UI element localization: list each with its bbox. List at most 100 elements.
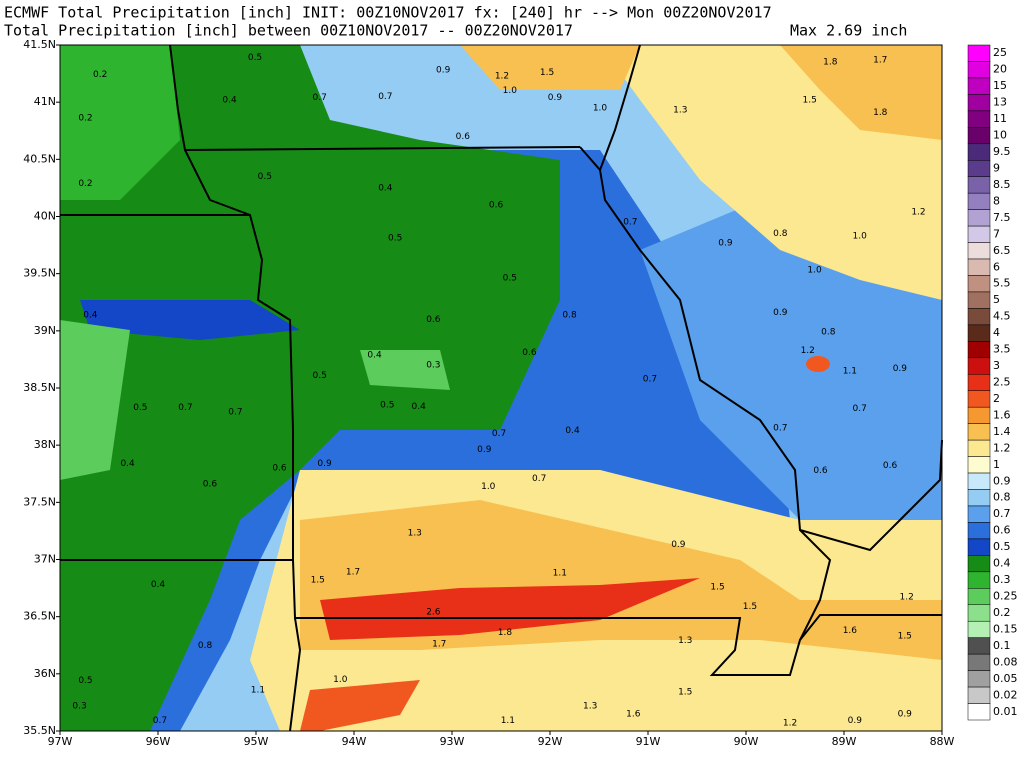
lat-tick-label: 41N [34, 95, 56, 108]
precip-value: 1.7 [873, 55, 887, 65]
precip-value: 1.5 [710, 582, 724, 592]
precip-value: 1.1 [553, 569, 567, 579]
legend-label: 7 [993, 227, 1000, 240]
legend-swatch [967, 324, 991, 342]
precip-value: 1.1 [501, 716, 515, 726]
legend-label: 1.4 [993, 425, 1011, 438]
precip-value: 0.2 [93, 70, 107, 80]
legend-label: 0.3 [993, 573, 1011, 586]
legend-label: 0.05 [993, 672, 1018, 685]
legend-swatch [967, 209, 991, 227]
precip-value: 1.1 [843, 366, 857, 376]
precip-value: 0.6 [272, 464, 287, 474]
legend-label: 0.4 [993, 557, 1011, 570]
legend-swatch [967, 555, 991, 573]
precip-value: 1.2 [911, 207, 925, 217]
precip-value: 1.7 [346, 568, 360, 578]
legend-swatch [967, 159, 991, 177]
lon-tick-label: 90W [734, 735, 759, 748]
precip-value: 0.8 [773, 229, 788, 239]
precip-value: 1.0 [503, 86, 518, 96]
precip-value: 1.5 [678, 688, 692, 698]
precip-value: 0.5 [503, 274, 517, 284]
legend-swatch [967, 588, 991, 606]
legend-label: 6.5 [993, 244, 1011, 257]
legend-swatch [967, 110, 991, 128]
precip-value: 0.7 [313, 93, 327, 103]
legend-label: 0.8 [993, 491, 1011, 504]
precip-value: 0.5 [133, 403, 147, 413]
legend-swatch [967, 571, 991, 589]
precip-value: 0.7 [178, 403, 192, 413]
precip-value: 1.5 [898, 632, 912, 642]
precip-value: 1.3 [583, 701, 597, 711]
lon-tick-label: 96W [146, 735, 171, 748]
precip-value: 0.5 [258, 172, 272, 182]
legend-swatch [967, 653, 991, 671]
precip-value: 0.8 [198, 641, 213, 651]
lat-tick-label: 37.5N [23, 495, 56, 508]
precip-value: 1.3 [408, 529, 422, 539]
legend-swatch [967, 143, 991, 161]
legend-label: 5.5 [993, 277, 1011, 290]
legend-swatch [967, 176, 991, 194]
precip-value: 1.5 [743, 602, 757, 612]
precip-value: 0.6 [203, 480, 218, 490]
precip-value: 0.7 [378, 92, 392, 102]
lat-tick-label: 37N [34, 553, 56, 566]
legend-label: 0.1 [993, 639, 1011, 652]
precip-value: 0.7 [643, 374, 657, 384]
lon-tick-label: 91W [636, 735, 661, 748]
precip-value: 0.5 [388, 234, 402, 244]
legend-label: 8.5 [993, 178, 1011, 191]
legend-label: 0.08 [993, 655, 1018, 668]
legend-swatch [967, 637, 991, 655]
precip-value: 0.6 [426, 315, 441, 325]
legend-label: 1.2 [993, 441, 1011, 454]
precip-value: 0.7 [532, 474, 546, 484]
legend-swatch [967, 308, 991, 326]
precip-value: 0.6 [522, 348, 537, 358]
precip-value: 0.2 [78, 114, 92, 124]
precip-value: 1.8 [823, 58, 838, 68]
legend-label: 13 [993, 96, 1007, 109]
legend-swatch [967, 61, 991, 79]
legend-swatch [967, 538, 991, 556]
lon-tick-label: 92W [538, 735, 563, 748]
precip-value: 0.8 [562, 310, 577, 320]
precip-value: 0.9 [773, 308, 788, 318]
lon-tick-label: 95W [244, 735, 269, 748]
lat-tick-label: 41.5N [23, 38, 56, 51]
precip-value: 0.3 [72, 701, 86, 711]
legend-swatch [967, 620, 991, 638]
legend-label: 1 [993, 458, 1000, 471]
legend-swatch [967, 604, 991, 622]
lat-tick-label: 40.5N [23, 152, 56, 165]
precip-value: 0.9 [548, 93, 563, 103]
precip-value: 0.4 [120, 459, 135, 469]
precip-value: 1.2 [783, 718, 797, 728]
precip-value: 1.1 [251, 685, 265, 695]
precip-value: 1.2 [801, 346, 815, 356]
precip-value: 1.3 [678, 636, 692, 646]
precip-value: 0.4 [222, 95, 237, 105]
lat-tick-label: 38N [34, 438, 56, 451]
precip-value: 0.7 [623, 218, 637, 228]
legend-label: 4 [993, 326, 1000, 339]
legend-label: 9 [993, 161, 1000, 174]
legend-swatch [967, 390, 991, 408]
legend-label: 0.7 [993, 507, 1011, 520]
legend-swatch [967, 192, 991, 210]
legend-swatch [967, 127, 991, 145]
legend-swatch [967, 670, 991, 688]
precip-value: 0.6 [456, 132, 471, 142]
legend-swatch [967, 291, 991, 309]
legend-swatch [967, 94, 991, 112]
precip-value: 0.9 [718, 238, 733, 248]
precip-value: 1.5 [803, 95, 817, 105]
precip-value: 1.0 [807, 266, 822, 276]
precip-value: 1.8 [498, 628, 513, 638]
precip-value: 0.9 [671, 540, 686, 550]
legend-swatch [967, 489, 991, 507]
